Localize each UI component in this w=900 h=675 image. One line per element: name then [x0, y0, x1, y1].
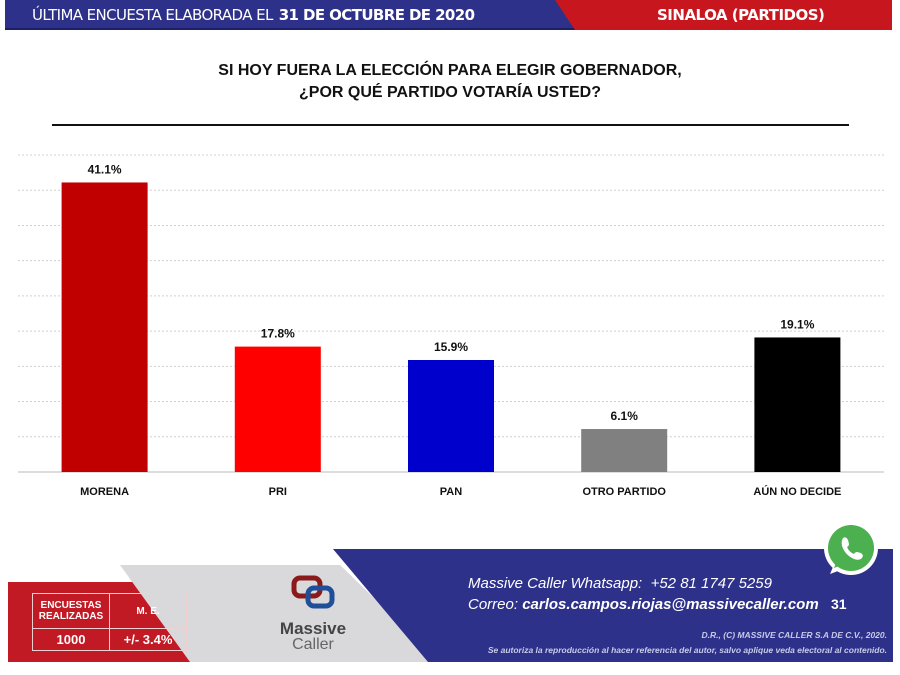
stats-header-surveys: ENCUESTAS REALIZADAS	[32, 593, 110, 629]
chart-title-line-2: ¿POR QUÉ PARTIDO VOTARÍA USTED?	[299, 84, 601, 101]
category-label: AÚN NO DECIDE	[753, 485, 841, 498]
data-label: 41.1%	[88, 162, 122, 176]
whatsapp-number[interactable]: +52 81 1747 5259	[650, 575, 772, 592]
speech-bubbles-icon	[291, 575, 335, 609]
bar-pri	[234, 346, 321, 472]
category-label: OTRO PARTIDO	[582, 486, 666, 498]
copyright: D.R., (C) MASSIVE CALLER S.A DE C.V., 20…	[701, 630, 887, 640]
bar-aún-no-decide	[754, 337, 841, 472]
massive-caller-logo: Massive Caller	[278, 575, 348, 653]
whatsapp-line: Massive Caller Whatsapp: +52 81 1747 525…	[468, 575, 772, 592]
data-label: 15.9%	[434, 340, 468, 354]
stats-surveys-value: 1000	[32, 628, 110, 651]
reproduction-notice: Se autoriza la reproducción al hacer ref…	[487, 645, 887, 655]
logo-text-caller: Caller	[292, 636, 334, 653]
whatsapp-icon[interactable]	[820, 520, 880, 580]
category-label: PAN	[440, 486, 462, 498]
category-label: PRI	[269, 486, 287, 498]
header-prefix: ÚLTIMA ENCUESTA ELABORADA EL	[32, 6, 273, 24]
bar-pan	[408, 359, 494, 472]
footer-blue-band	[333, 549, 893, 662]
bar-morena	[61, 182, 148, 472]
whatsapp-label: Massive Caller Whatsapp:	[468, 575, 643, 592]
header-date: 31 DE OCTUBRE DE 2020	[278, 6, 475, 24]
header-region: SINALOA (PARTIDOS)	[657, 6, 825, 24]
category-label: MORENA	[80, 486, 129, 498]
header-red-band	[555, 0, 892, 30]
data-label: 19.1%	[780, 317, 814, 331]
chart-title: SI HOY FUERA LA ELECCIÓN PARA ELEGIR GOB…	[0, 60, 900, 104]
bar-chart: 41.1% MORENA 17.8% PRI 15.9% PAN 6.1% OTRO PART…	[18, 154, 884, 498]
logo-text-massive: Massive	[279, 619, 347, 638]
stats-header-me: M. E.	[109, 593, 187, 629]
email-line: Correo: carlos.campos.riojas@massivecall…	[468, 596, 819, 613]
page-number: 31	[831, 596, 847, 612]
email-link[interactable]: carlos.campos.riojas@massivecaller.com	[522, 596, 819, 613]
title-divider	[52, 124, 849, 126]
stats-me-value: +/- 3.4%	[109, 628, 187, 651]
data-label: 17.8%	[261, 327, 295, 341]
header-date-text: ÚLTIMA ENCUESTA ELABORADA EL 31 DE OCTUBR…	[32, 6, 475, 24]
chart-title-line-1: SI HOY FUERA LA ELECCIÓN PARA ELEGIR GOB…	[218, 62, 682, 79]
stats-table: ENCUESTAS REALIZADAS M. E. 1000 +/- 3.4%	[32, 593, 187, 651]
email-label: Correo:	[468, 596, 519, 613]
data-label: 6.1%	[611, 409, 639, 423]
bar-otro-partido	[581, 429, 668, 472]
